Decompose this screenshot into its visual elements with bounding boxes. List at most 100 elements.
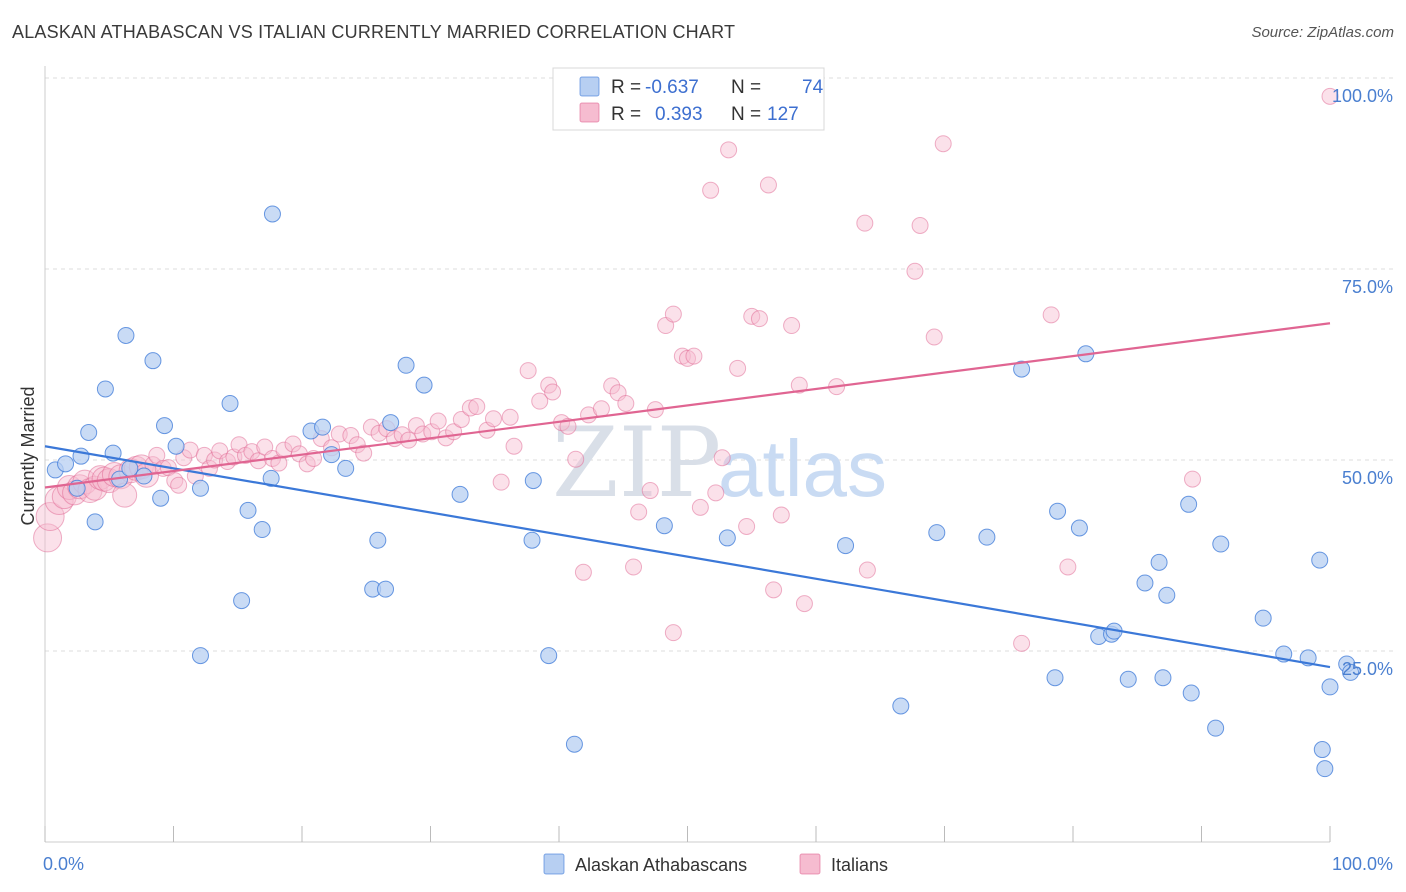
pink-point-96 (691, 498, 709, 516)
blue-point-44 (978, 528, 996, 546)
pink-point-106 (765, 581, 783, 599)
blue-point-48 (1070, 519, 1088, 537)
blue-point-38 (565, 735, 583, 753)
pink-point-97 (702, 181, 720, 199)
legend-n-value-2: 127 (767, 104, 799, 125)
pink-point-114 (906, 262, 924, 280)
blue-point-18 (221, 394, 239, 412)
pink-point-95 (685, 347, 703, 365)
pink-point-61 (423, 423, 441, 441)
y-tick-label-3: 25.0% (1342, 659, 1393, 679)
y-tick-label-0: 100.0% (1332, 86, 1393, 106)
pink-point-79 (567, 450, 585, 468)
x-tick-label-0: 0.0% (43, 854, 84, 874)
pink-point-91 (664, 305, 682, 323)
pink-point-104 (750, 310, 768, 328)
blue-point-15 (167, 437, 185, 455)
pink-point-99 (713, 449, 731, 467)
pink-point-37 (243, 443, 261, 461)
blue-point-40 (718, 529, 736, 547)
y-tick-label-2: 50.0% (1342, 468, 1393, 488)
pink-point-109 (790, 376, 808, 394)
legend-r-label-1: R = (611, 77, 641, 98)
pink-point-72 (505, 437, 523, 455)
blue-point-59 (1182, 684, 1200, 702)
pink-point-1 (35, 502, 65, 532)
blue-point-67 (1316, 760, 1334, 778)
pink-point-70 (492, 473, 510, 491)
blue-point-36 (524, 472, 542, 490)
pink-point-69 (484, 410, 502, 428)
y-tick-labels: 100.0% 75.0% 50.0% 25.0% (1332, 86, 1393, 679)
pink-point-62 (429, 412, 447, 430)
blue-point-68 (1321, 678, 1339, 696)
blue-point-66 (1313, 741, 1331, 759)
blue-point-65 (1311, 551, 1329, 569)
pink-point-86 (625, 558, 643, 576)
pink-point-108 (783, 317, 801, 335)
blue-point-6 (96, 380, 114, 398)
blue-point-27 (337, 459, 355, 477)
pink-point-67 (468, 398, 486, 416)
pink-point-71 (501, 408, 519, 426)
blue-point-21 (253, 521, 271, 539)
blue-point-61 (1212, 535, 1230, 553)
pink-point-50 (342, 427, 360, 445)
blue-point-31 (382, 414, 400, 432)
blue-point-70 (1342, 663, 1360, 681)
series-legend-swatch-pink (799, 853, 821, 875)
legend-n-label-1: N = (731, 77, 761, 98)
pink-point-78 (559, 417, 577, 435)
grid-lines (45, 77, 1395, 652)
y-axis-title: Currently Married (18, 386, 38, 525)
source-label: Source: ZipAtlas.com (1251, 24, 1394, 41)
legend-r-value-2: 0.393 (655, 104, 703, 125)
blue-point-43 (928, 524, 946, 542)
blue-point-46 (1046, 669, 1064, 687)
blue-point-12 (144, 352, 162, 370)
blue-point-45 (1013, 360, 1031, 378)
blue-point-39 (655, 517, 673, 535)
watermark-atlas: atlas (718, 424, 887, 513)
blue-point-55 (1150, 553, 1168, 571)
pink-point-29 (195, 446, 213, 464)
legend-r-label-2: R = (611, 104, 641, 125)
trend-lines (44, 322, 1331, 669)
blue-point-19 (233, 592, 251, 610)
pink-point-116 (925, 328, 943, 346)
watermark-zip: ZIP (552, 407, 721, 519)
blue-point-32 (397, 356, 415, 374)
blue-trend-line (44, 445, 1331, 669)
pink-point-80 (574, 563, 592, 581)
blue-point-33 (415, 376, 433, 394)
blue-point-22 (262, 469, 280, 487)
pink-point-118 (1013, 634, 1031, 652)
pink-point-120 (1059, 558, 1077, 576)
pink-point-94 (679, 349, 696, 367)
pink-point-122 (1321, 87, 1339, 105)
x-tick-label-1: 100.0% (1332, 854, 1393, 874)
pink-point-119 (1042, 306, 1060, 324)
blue-point-41 (837, 537, 855, 555)
pink-point-121 (1184, 470, 1202, 488)
blue-point-17 (191, 647, 209, 665)
blue-point-29 (369, 531, 387, 549)
series-legend-label-pink: Italians (831, 855, 888, 875)
blue-point-25 (314, 418, 332, 436)
x-tick-labels: 0.0% 100.0% (43, 854, 1393, 874)
pink-point-85 (617, 394, 635, 412)
blue-point-53 (1119, 670, 1137, 688)
blue-point-20 (239, 501, 257, 519)
blue-point-23 (263, 205, 281, 223)
pink-point-66 (461, 399, 479, 417)
pink-point-65 (452, 411, 470, 429)
series-legend: Alaskan Athabascans Italians (543, 853, 888, 875)
pink-point-59 (407, 417, 425, 435)
series-legend-label-blue: Alaskan Athabascans (575, 855, 747, 875)
pink-point-110 (795, 595, 813, 613)
correlation-legend: R = -0.637 N = 74 R = 0.393 N = 127 (552, 67, 825, 131)
pink-point-27 (181, 441, 199, 459)
blue-point-42 (892, 697, 910, 715)
pink-point-74 (531, 392, 549, 410)
